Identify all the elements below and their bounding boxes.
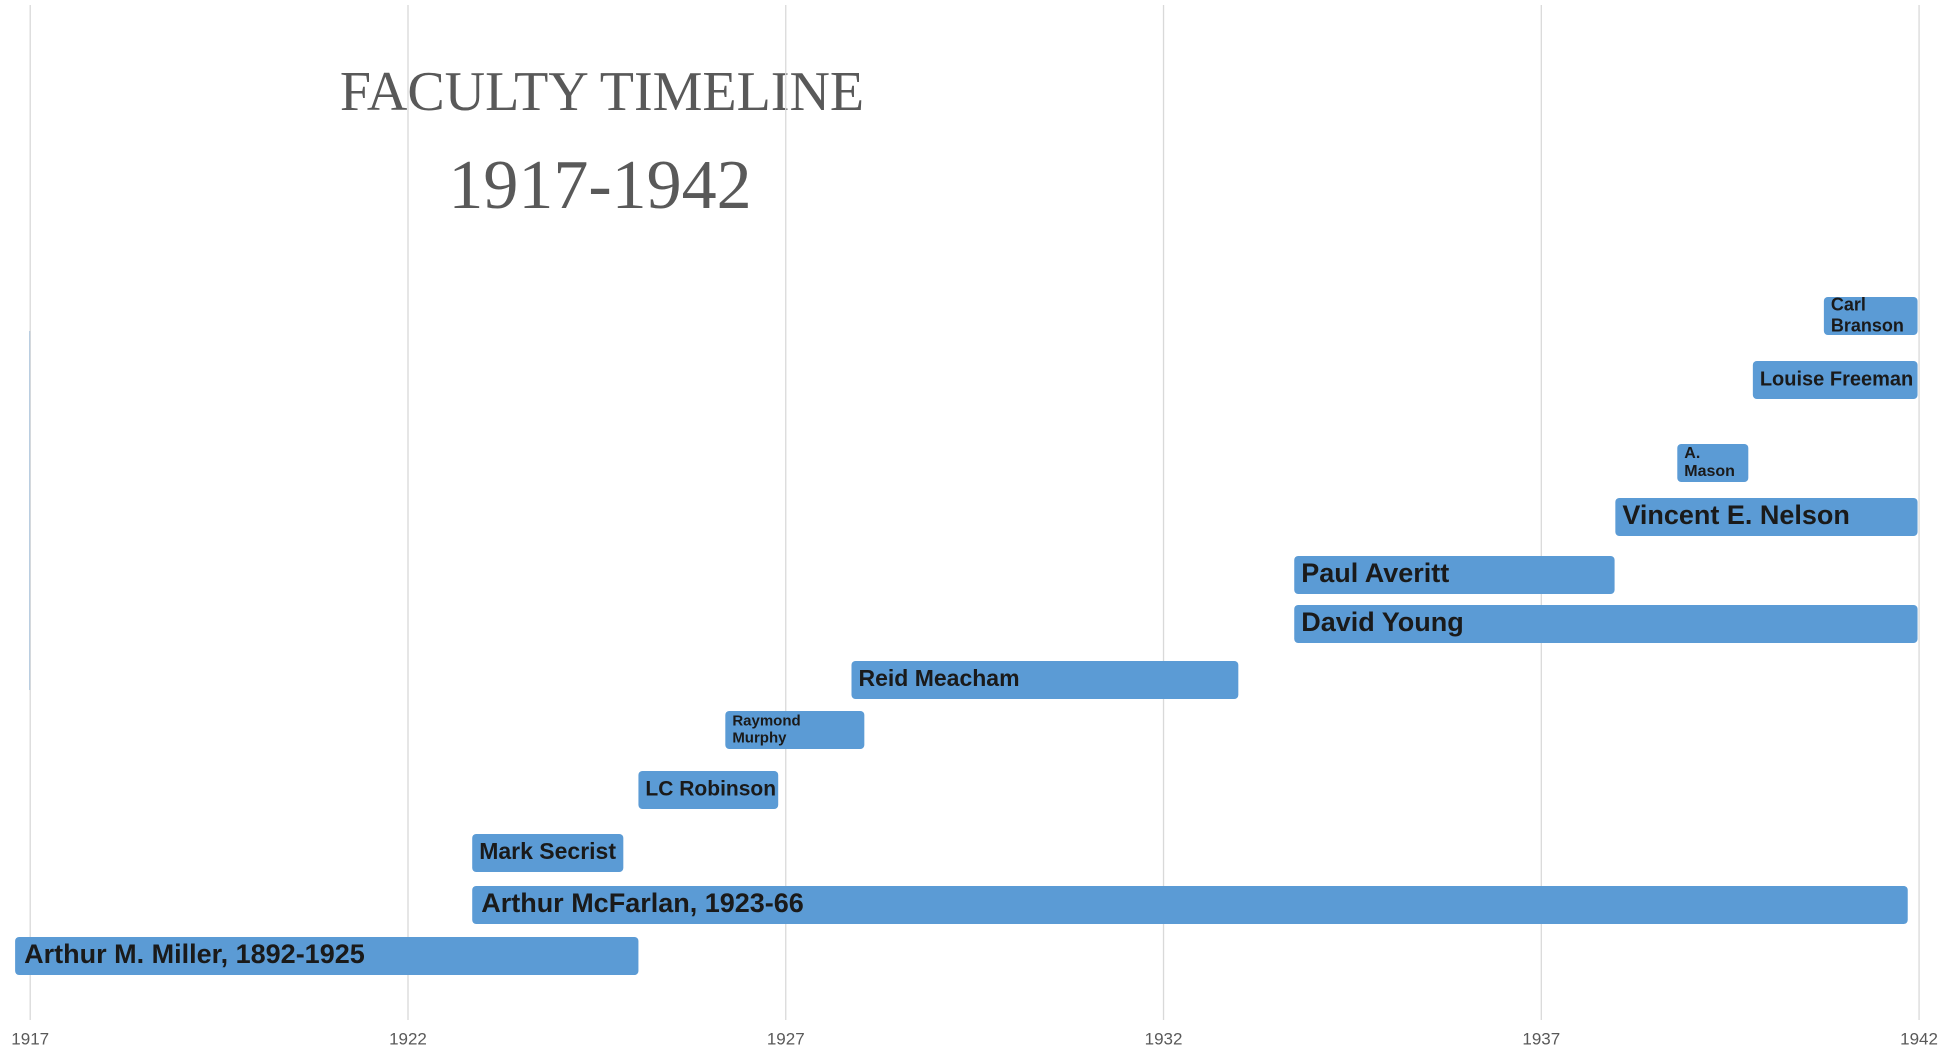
bar (1615, 498, 1918, 536)
bar (1677, 444, 1749, 482)
bar-label: David Young (1301, 607, 1464, 637)
bar-label: Paul Averitt (1301, 558, 1449, 588)
bar-label: Louise Freeman (1760, 368, 1913, 390)
bar-label: Arthur M. Miller, 1892-1925 (24, 939, 365, 969)
bar-label: LC Robinson (645, 778, 776, 801)
bar-label: Carl Branson (1831, 294, 1904, 335)
x-tick-label: 1937 (1522, 1029, 1560, 1048)
bar (638, 771, 779, 809)
x-tick-label: 1932 (1145, 1029, 1183, 1048)
bar-label: Raymond Murphy (732, 712, 800, 746)
bar-label: Arthur McFarlan, 1923-66 (481, 888, 804, 918)
bar (725, 711, 865, 749)
chart-title: FACULTY TIMELINE (340, 61, 864, 123)
bar-label: Reid Meacham (858, 665, 1019, 691)
bar (1823, 297, 1918, 335)
bar (851, 661, 1239, 699)
bar (472, 886, 1908, 924)
x-tick-label: 1942 (1900, 1029, 1938, 1048)
bar (15, 937, 639, 975)
x-tick-label: 1922 (389, 1029, 427, 1048)
bar (1294, 605, 1918, 643)
bar (472, 834, 624, 872)
bar-label: A. Mason (1684, 445, 1735, 480)
chart-subtitle: 1917-1942 (448, 147, 751, 224)
x-tick-label: 1927 (767, 1029, 805, 1048)
bar-label: Mark Secrist (479, 838, 616, 864)
bar (1752, 361, 1918, 399)
bar-label: Vincent E. Nelson (1622, 500, 1850, 530)
bar (1294, 556, 1615, 594)
x-tick-label: 1917 (11, 1029, 49, 1048)
